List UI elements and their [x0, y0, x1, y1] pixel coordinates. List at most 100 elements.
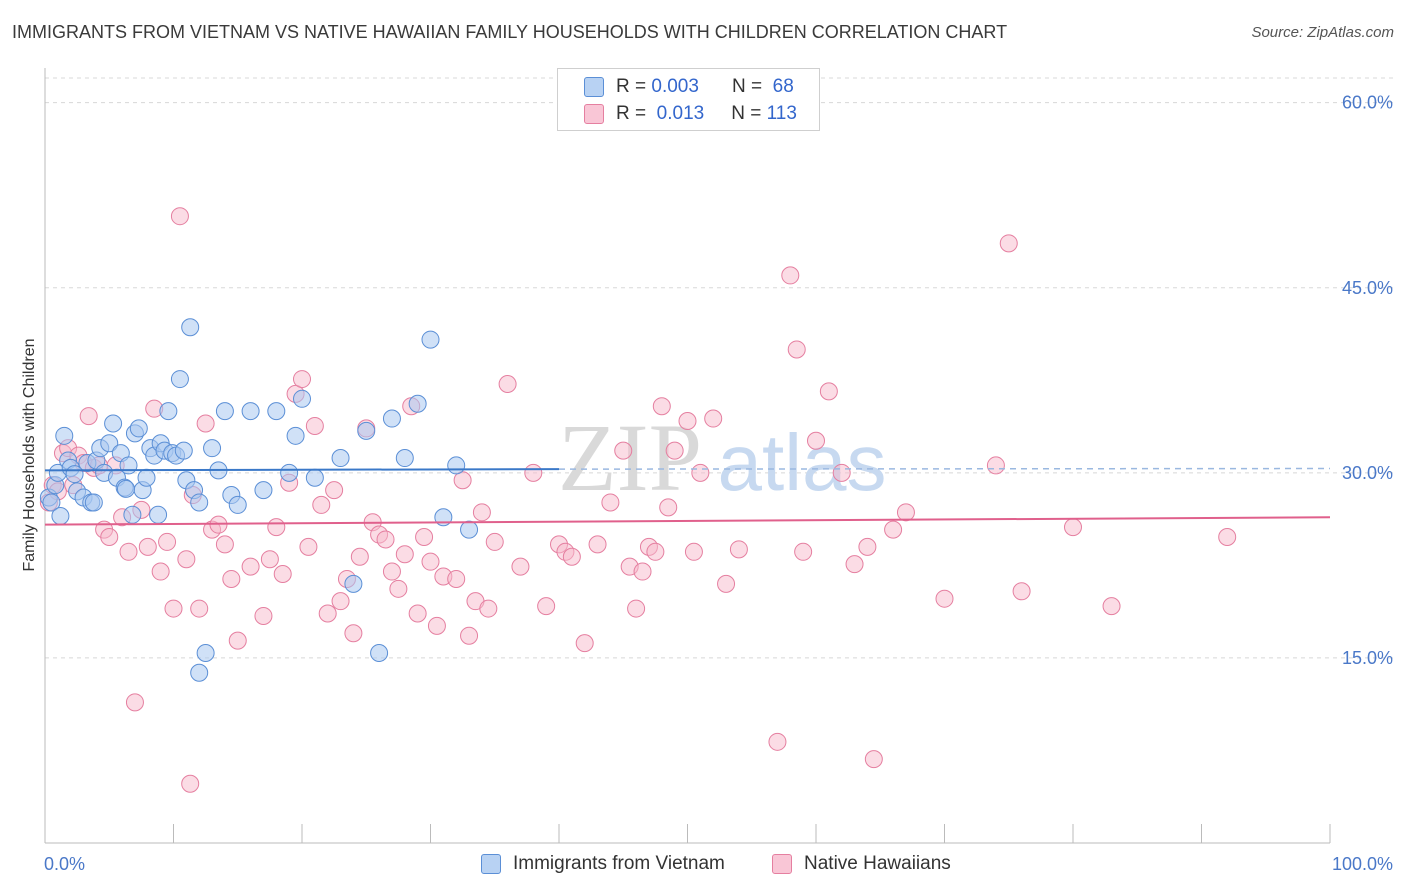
hawaiian-point [633, 562, 652, 581]
chart-title: IMMIGRANTS FROM VIETNAM VS NATIVE HAWAII… [12, 22, 1008, 42]
hawaiian-point [260, 550, 279, 569]
hawaiian-point [350, 547, 369, 566]
bottom-legend-hawaiian: Native Hawaiians [772, 851, 951, 877]
watermark-atlas: atlas [718, 418, 887, 507]
correlation-legend: R = 0.003 N = 68 R = 0.013 N = 113 [557, 68, 820, 131]
hawaiian-point [1102, 597, 1121, 616]
vietnam-point [42, 493, 61, 512]
vietnam-point [215, 402, 234, 421]
hawaiian-point [215, 535, 234, 554]
hawaiian-point [1218, 528, 1237, 546]
y-tick-label: 60.0% [1342, 93, 1393, 113]
vietnam-point [254, 481, 273, 500]
tick-labels: 15.0% 30.0% 45.0% 60.0% 0.0% 100.0% [44, 93, 1393, 874]
vietnam-point [129, 419, 148, 438]
hawaiian-point [228, 631, 247, 650]
vietnam-point [203, 439, 222, 458]
vietnam-point [331, 449, 350, 468]
legend-r-value: 0.003 [651, 76, 699, 97]
vietnam-point [280, 463, 299, 482]
hawaiian-point [684, 542, 703, 561]
hawaiian-point [181, 774, 200, 793]
legend-n-label: N = [731, 103, 762, 124]
legend-row-vietnam: R = 0.003 N = 68 [584, 74, 794, 100]
y-axis-label: Family Households with Children [21, 339, 38, 572]
hawaiian-point [665, 441, 684, 460]
vietnam-point [190, 663, 209, 682]
bottom-legend-vietnam: Immigrants from Vietnam [481, 851, 725, 877]
vietnam-point [170, 370, 189, 389]
legend-r-label: R = [616, 103, 647, 124]
hawaiian-point [460, 626, 479, 645]
hawaiian-point [453, 471, 472, 490]
hawaiian-point [832, 463, 851, 482]
hawaiian-point [293, 370, 311, 389]
hawaiian-point [376, 530, 395, 549]
vietnam-point [119, 456, 138, 475]
vietnam-point [104, 414, 123, 433]
hawaiian-point [312, 495, 331, 514]
hawaiian-point [646, 542, 665, 561]
hawaiian-point [421, 552, 440, 571]
vietnam-point [137, 468, 156, 487]
hawaiian-point [845, 555, 864, 574]
vietnam-point [174, 441, 193, 460]
hawaiian-point [704, 409, 723, 428]
hawaiian-point [588, 535, 607, 554]
hawaiian-point [395, 545, 414, 564]
vietnam-trend-extension [558, 467, 1331, 470]
trend-lines [44, 467, 1331, 526]
hawaiian-point [408, 604, 427, 623]
hawaiian-point [196, 414, 215, 433]
hawaiian-point [241, 557, 260, 576]
hawaiian-point [158, 532, 177, 551]
hawaiian-point [415, 528, 434, 546]
hawaiian-point [427, 616, 446, 635]
vietnam-point [293, 389, 311, 408]
hawaiian-point [537, 597, 556, 616]
hawaiian-trend-line [44, 516, 1331, 526]
vietnam-point [123, 505, 142, 524]
hawaiian-point [389, 579, 408, 598]
hawaiian-point [659, 498, 678, 517]
vietnam-point [357, 421, 376, 440]
legend-row-hawaiian: R = 0.013 N = 113 [584, 101, 797, 127]
vietnam-point [421, 330, 440, 349]
hawaiian-point [787, 340, 806, 359]
legend-r-value: 0.013 [656, 103, 705, 124]
hawaiian-point [79, 407, 98, 426]
legend-r-label: R = [616, 76, 647, 97]
vietnam-point [196, 643, 215, 662]
vietnam-point [181, 318, 200, 337]
vietnam-point [286, 426, 305, 445]
vietnam-point [408, 394, 427, 413]
vietnam-point [344, 574, 363, 593]
hawaiian-point [498, 375, 517, 393]
hawaiian-point [1012, 582, 1031, 601]
hawaiian-point [479, 599, 498, 618]
hawaiian-point [511, 557, 530, 576]
legend-n-label: N = [731, 76, 763, 97]
hawaiian-point [858, 537, 877, 556]
bottom-legend-label: Immigrants from Vietnam [513, 853, 725, 874]
hawaiian-point [627, 599, 646, 618]
y-tick-label: 30.0% [1342, 463, 1393, 483]
hawaiian-point [254, 606, 273, 625]
vietnam-point [241, 402, 260, 421]
hawaiian-point [472, 503, 491, 522]
hawaiian-point [935, 589, 954, 608]
hawaiian-point [164, 599, 183, 618]
legend-n-value: 68 [772, 76, 794, 97]
hawaiian-point [299, 537, 318, 556]
vietnam-points [39, 318, 479, 682]
vietnam-point [267, 402, 286, 421]
hawaiian-point [884, 520, 903, 539]
hawaiian-point [151, 562, 170, 581]
hawaiian-point [177, 550, 196, 569]
hawaiian-point [678, 412, 697, 431]
hawaiian-point [864, 750, 883, 769]
vietnam-point [447, 456, 466, 475]
hawaiian-point [170, 207, 189, 226]
hawaiian-point [318, 604, 337, 623]
